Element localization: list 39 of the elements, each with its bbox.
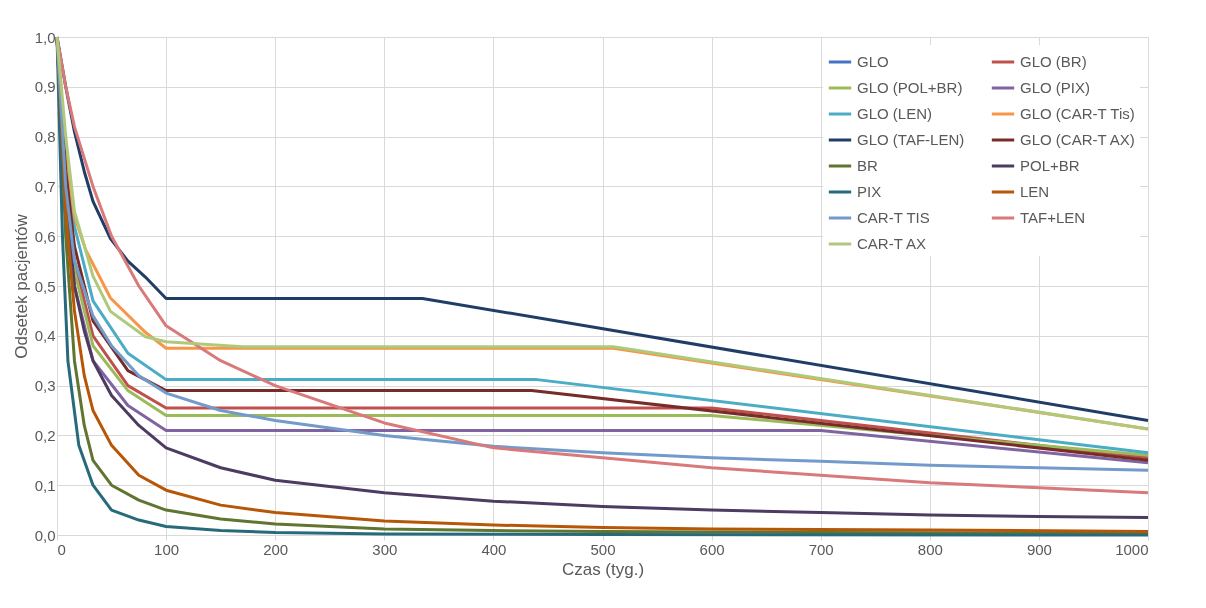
legend-label: GLO (TAF-LEN) [857,131,965,148]
y-tick-label: 1,0 [34,28,56,46]
x-tick-label: 500 [590,540,616,558]
x-axis-title: Czas (tyg.) [561,559,645,579]
x-tick-label: 1000 [1115,540,1149,558]
legend-label: GLO (BR) [1020,53,1087,70]
legend-label: GLO (CAR-T AX) [1020,131,1135,148]
y-axis-title: Odsetek pacjentów [11,213,31,359]
y-tick-label: 0,6 [34,227,56,245]
x-tick-label: 400 [481,540,507,558]
y-tick-label: 0,0 [34,526,56,544]
x-tick-label: 600 [699,540,725,558]
x-tick-label: 200 [263,540,289,558]
legend-label: GLO (CAR-T Tis) [1020,105,1135,122]
x-tick-label: 900 [1026,540,1052,558]
y-tick-label: 0,9 [34,78,56,96]
legend-label: BR [857,157,878,174]
x-tick-label: 800 [917,540,943,558]
x-tick-label: 100 [154,540,180,558]
legend-label: GLO (LEN) [857,105,933,122]
legend-label: PIX [857,183,882,200]
legend-label: GLO [857,53,889,70]
y-tick-label: 0,4 [34,327,56,345]
x-tick-label: 700 [808,540,834,558]
y-tick-label: 0,1 [34,476,56,494]
x-tick-label: 300 [372,540,398,558]
x-tick-label: 0 [57,540,66,558]
y-tick-label: 0,2 [34,426,56,444]
legend-label: POL+BR [1020,157,1080,174]
legend-label: LEN [1020,183,1050,200]
y-tick-label: 0,7 [34,177,56,195]
legend-label: TAF+LEN [1020,209,1086,226]
legend-label: GLO (PIX) [1020,79,1091,96]
legend-label: CAR-T TIS [857,209,930,226]
y-tick-label: 0,5 [34,277,56,295]
y-tick-label: 0,8 [34,128,56,146]
y-tick-label: 0,3 [34,377,56,395]
legend-label: GLO (POL+BR) [857,79,963,96]
legend-label: CAR-T AX [857,235,926,252]
